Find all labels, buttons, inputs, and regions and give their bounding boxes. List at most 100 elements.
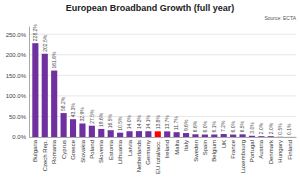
x-tick-label: Estonia xyxy=(108,139,114,160)
x-tick: Estonia xyxy=(108,139,114,160)
data-label: 3.0% xyxy=(249,122,255,134)
data-label: 0.5% xyxy=(277,123,283,135)
bar xyxy=(258,136,264,137)
x-tick: Spain xyxy=(202,140,208,155)
bar xyxy=(61,113,67,137)
bar xyxy=(211,134,217,137)
title: European Broadband Growth (full year) xyxy=(66,3,235,13)
x-tick-label: Spain xyxy=(202,140,208,155)
data-label: 11.7% xyxy=(173,116,179,130)
y-tick: 100.0% xyxy=(6,93,29,99)
chart: European Broadband Growth (full year)Sou… xyxy=(0,0,300,183)
bar xyxy=(268,136,274,137)
data-label: 6.5% xyxy=(239,120,245,132)
x-tick: Hungary xyxy=(277,140,283,163)
y-tick: 250.0% xyxy=(6,32,29,38)
x-tick-label: Portugal xyxy=(249,140,255,162)
x-tick-label: Latvia xyxy=(127,139,133,156)
y-axis-line xyxy=(29,27,30,138)
y-tick-label: 200.0% xyxy=(6,52,27,58)
x-tick: Sweden xyxy=(193,140,199,162)
y-tick: 50.0% xyxy=(9,114,29,120)
y-tick-label: 0.0% xyxy=(12,134,26,140)
data-label: 19.6% xyxy=(98,112,104,127)
data-label: 6.0% xyxy=(230,121,236,133)
x-tick: Malta xyxy=(174,139,180,154)
data-label: 202.5% xyxy=(42,34,48,52)
x-tick: Luxembourg xyxy=(240,140,246,173)
bar xyxy=(79,123,85,137)
bar xyxy=(136,131,142,137)
x-tick: Denmark xyxy=(268,139,274,164)
x-tick-label: Hungary xyxy=(277,140,283,163)
y-tick: 150.0% xyxy=(6,73,29,79)
y-tick-label: 100.0% xyxy=(6,93,27,99)
x-tick-label: Malta xyxy=(174,139,180,154)
x-tick-label: Cyprus xyxy=(61,140,67,159)
x-tick-label: Luxembourg xyxy=(240,140,246,173)
x-tick: Czech Rep. xyxy=(42,140,48,172)
x-tick: Italy xyxy=(183,140,189,151)
bar xyxy=(145,131,151,137)
grid-line xyxy=(29,54,296,55)
data-label: 6.0% xyxy=(202,121,208,133)
data-label: 43.3% xyxy=(70,102,76,117)
data-label: 27.5% xyxy=(89,109,95,124)
bar xyxy=(108,130,114,137)
x-axis: BulgariaCzech Rep.RomaniaCyprusGreeceSlo… xyxy=(30,138,297,175)
x-tick: Romania xyxy=(51,139,57,164)
data-label: 58.2% xyxy=(60,96,66,111)
grid-line xyxy=(29,34,296,35)
x-tick-label: Belgium xyxy=(211,140,217,162)
x-axis-line xyxy=(30,137,297,138)
x-tick: Finland xyxy=(287,140,293,160)
y-axis: 0.0% 50.0% 100.0% 150.0% 200.0% 250.0% xyxy=(6,27,30,141)
data-label: 16.5% xyxy=(107,113,113,128)
bar xyxy=(126,131,132,137)
x-tick: Poland xyxy=(89,140,95,159)
y-tick: 200.0% xyxy=(6,52,29,58)
bar xyxy=(70,119,76,137)
data-labels: 228.2%202.5%161.6%58.2%43.3%32.9%27.5%19… xyxy=(32,24,292,135)
data-label: 9.6% xyxy=(183,119,189,131)
x-tick: Cyprus xyxy=(61,140,67,159)
data-label: 2.0% xyxy=(268,122,274,134)
bar xyxy=(164,131,170,137)
data-label: 13.8% xyxy=(155,115,161,130)
x-tick: Slovakia xyxy=(80,139,86,162)
bar xyxy=(174,132,180,137)
data-label: 6.6% xyxy=(192,120,198,132)
x-tick: Austria xyxy=(258,139,264,158)
grid-line xyxy=(29,95,296,96)
plot: 228.2%202.5%161.6%58.2%43.3%32.9%27.5%19… xyxy=(6,24,297,174)
x-tick: Belgium xyxy=(211,140,217,162)
x-tick: Slovenia xyxy=(98,139,104,163)
x-tick-label: Greece xyxy=(70,139,76,159)
x-tick-label: EU total/acc. xyxy=(155,140,161,174)
bar xyxy=(89,126,95,137)
y-tick: 0.0% xyxy=(12,134,29,140)
data-label: 2.0% xyxy=(258,122,264,134)
y-tick-label: 50.0% xyxy=(9,114,27,120)
bar xyxy=(249,136,255,137)
x-tick: Latvia xyxy=(127,139,133,156)
data-label: 7.2% xyxy=(220,120,226,132)
bar xyxy=(183,133,189,137)
x-tick-label: Ireland xyxy=(164,140,170,158)
x-tick: Netherlands xyxy=(136,140,142,172)
x-tick: Greece xyxy=(70,139,76,159)
x-tick: EU total/acc. xyxy=(155,140,161,174)
x-tick: France xyxy=(230,139,236,158)
x-tick-label: Poland xyxy=(89,140,95,159)
x-tick-label: Finland xyxy=(287,140,293,160)
grid-line xyxy=(29,75,296,76)
x-tick-label: Slovakia xyxy=(80,139,86,162)
x-tick: Germany xyxy=(145,140,151,165)
bar xyxy=(117,133,123,137)
data-label: 10.5% xyxy=(117,116,123,131)
grid-line xyxy=(29,137,296,138)
x-tick-label: France xyxy=(230,139,236,158)
x-tick-label: Czech Rep. xyxy=(42,140,48,172)
data-label: 0.1% xyxy=(286,123,292,135)
data-label: 14.0% xyxy=(126,115,132,130)
